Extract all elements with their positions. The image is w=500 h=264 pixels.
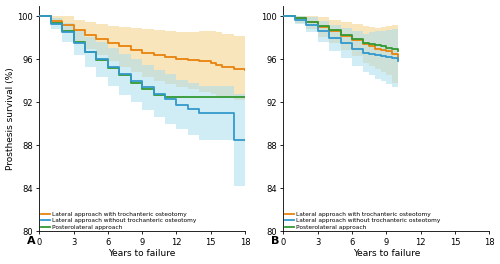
- Legend: Lateral approach with trochanteric osteotomy, Lateral approach without trochante: Lateral approach with trochanteric osteo…: [41, 211, 196, 230]
- Text: A: A: [26, 236, 35, 246]
- Y-axis label: Prosthesis survival (%): Prosthesis survival (%): [6, 67, 15, 170]
- X-axis label: Years to failure: Years to failure: [352, 249, 420, 258]
- X-axis label: Years to failure: Years to failure: [108, 249, 176, 258]
- Legend: Lateral approach with trochanteric osteotomy, Lateral approach without trochante: Lateral approach with trochanteric osteo…: [285, 211, 440, 230]
- Text: B: B: [271, 236, 280, 246]
